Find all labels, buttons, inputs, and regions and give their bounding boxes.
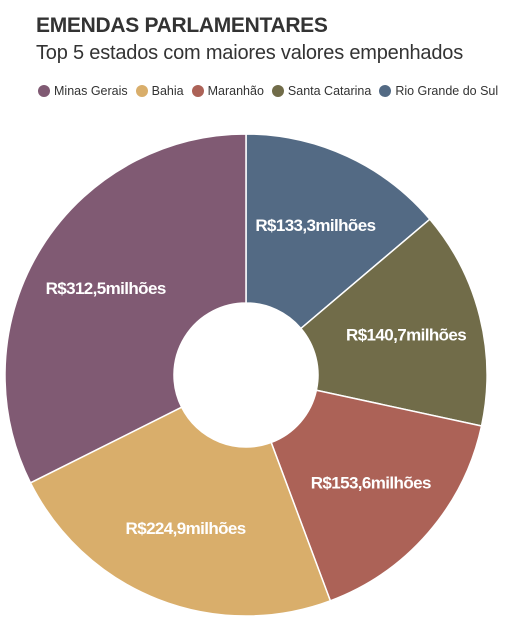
- data-label-bahia: R$224,9milhões: [126, 519, 246, 538]
- data-label-rio-grande-do-sul: R$133,3milhões: [255, 216, 375, 235]
- slice-maranhao: [270, 389, 483, 602]
- legend-swatch: [191, 85, 204, 97]
- legend-swatch: [38, 85, 50, 97]
- legend-label: Bahia: [151, 84, 184, 98]
- slice-rio-grande-do-sul: [245, 133, 431, 330]
- slice-minas-gerais: [4, 133, 247, 484]
- legend-item-santa-catarina: Santa Catarina: [271, 84, 372, 98]
- legend-label: Minas Gerais: [54, 84, 128, 98]
- legend-item-bahia: Bahia: [135, 84, 184, 98]
- legend: Minas Gerais Bahia Maranhão Santa Catari…: [38, 84, 506, 98]
- legend-swatch: [379, 85, 392, 97]
- legend-swatch: [271, 85, 284, 97]
- legend-item-maranhao: Maranhão: [191, 84, 264, 98]
- chart-title: EMENDAS PARLAMENTARES: [36, 14, 328, 37]
- legend-item-rio-grande-do-sul: Rio Grande do Sul: [379, 84, 498, 98]
- data-label-minas-gerais: R$312,5milhões: [46, 279, 166, 298]
- data-label-santa-catarina: R$140,7milhões: [346, 326, 466, 345]
- chart-subtitle: Top 5 estados com maiores valores empenh…: [36, 42, 463, 64]
- legend-label: Maranhão: [207, 84, 264, 98]
- legend-swatch: [135, 85, 148, 97]
- legend-label: Rio Grande do Sul: [395, 84, 499, 98]
- legend-label: Santa Catarina: [287, 84, 372, 98]
- slice-bahia: [29, 406, 332, 617]
- data-label-maranhao: R$153,6milhões: [311, 473, 431, 492]
- legend-item-minas-gerais: Minas Gerais: [38, 84, 128, 98]
- slice-santa-catarina: [299, 218, 488, 427]
